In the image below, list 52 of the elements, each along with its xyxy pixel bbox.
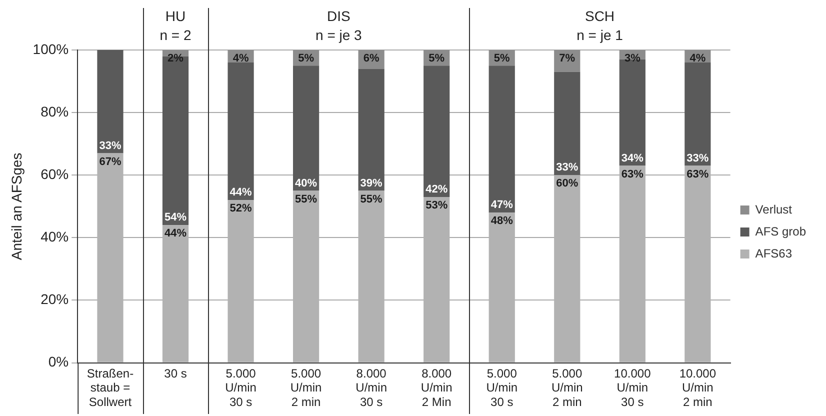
data-label: 33%	[686, 152, 709, 164]
x-tick-label: 10.000 U/min 30 s	[614, 366, 652, 410]
x-tick-label: 5.000 U/min 30 s	[486, 366, 518, 410]
data-label: 48%	[490, 215, 514, 228]
data-label: 6%	[363, 52, 380, 65]
y-tick-label: 40%	[40, 228, 69, 245]
data-label: 4%	[690, 52, 706, 65]
legend-label: AFS63	[755, 246, 792, 260]
data-label: 44%	[230, 186, 252, 199]
data-label: 5%	[428, 52, 445, 65]
x-tick-label: 5.000 U/min 2 min	[551, 366, 583, 410]
text: HU n = 2	[160, 8, 192, 43]
data-label: 34%	[621, 152, 644, 164]
x-tick-label: 8.000 U/min 2 Min	[420, 366, 452, 410]
data-label: 39%	[360, 177, 383, 190]
data-label: 40%	[295, 177, 318, 190]
data-label: 63%	[686, 168, 709, 180]
legend-label: Verlust	[755, 202, 793, 216]
y-axis-title: Anteil an AFSges	[8, 152, 24, 260]
text: SCH n = je 1	[576, 8, 624, 43]
legend-label: AFS grob	[755, 224, 806, 238]
y-tick-label: 60%	[40, 166, 69, 182]
y-tick-label: 20%	[40, 291, 69, 308]
x-tick-label: 10.000 U/min 2 min	[679, 366, 716, 410]
data-label: 42%	[426, 184, 448, 196]
data-label: 52%	[230, 202, 252, 215]
data-label: 5%	[494, 52, 510, 65]
data-label: 2%	[168, 52, 184, 65]
y-tick-label: 80%	[40, 103, 69, 120]
y-tick-label: 100%	[32, 40, 69, 57]
data-label: 33%	[556, 162, 578, 174]
data-label: 55%	[360, 193, 383, 206]
data-label: 44%	[164, 228, 187, 240]
data-label: 3%	[624, 52, 641, 65]
data-label: 60%	[556, 178, 578, 190]
x-tick-label: 8.000 U/min 30 s	[356, 366, 387, 410]
data-label: 7%	[559, 52, 576, 65]
data-label: 47%	[490, 199, 514, 212]
y-tick-label: 0%	[48, 354, 69, 370]
data-label: 33%	[99, 140, 122, 152]
x-tick-label: 5.000 U/min 30 s	[225, 366, 256, 410]
data-label: 55%	[295, 193, 318, 206]
data-label: 4%	[232, 52, 249, 65]
x-tick-label: 5.000 U/min 2 min	[290, 366, 322, 410]
data-label: 63%	[621, 168, 644, 180]
x-tick-label: Straßen- staub = Sollwert	[86, 366, 134, 410]
data-label: 53%	[426, 200, 448, 212]
x-tick-label: 30 s	[164, 366, 187, 380]
data-label: 5%	[298, 52, 314, 65]
text: DIS n = je 3	[316, 8, 362, 43]
data-label: 54%	[164, 212, 187, 224]
data-label: 67%	[99, 156, 122, 168]
